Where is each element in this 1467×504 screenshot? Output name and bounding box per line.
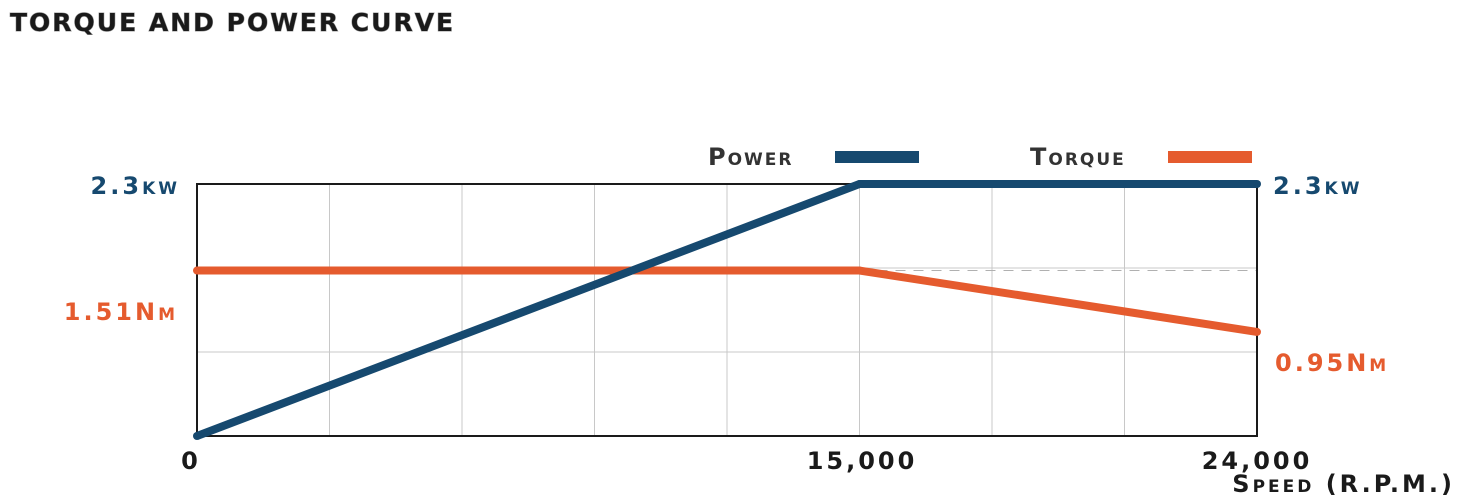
data-points — [193, 180, 1261, 440]
legend-power-label: Power — [708, 143, 794, 171]
torque-point-1 — [855, 266, 864, 275]
power-point-2 — [1253, 180, 1261, 188]
torque-point-0 — [193, 266, 201, 275]
power-point-1 — [855, 180, 864, 188]
x-tick-label-0: 0 — [181, 447, 201, 475]
torque-right-label: 0.95Nm — [1275, 349, 1389, 377]
legend-torque-label: Torque — [1030, 143, 1126, 171]
torque-left-label: 1.51Nm — [64, 298, 178, 326]
legend-torque-swatch — [1168, 151, 1252, 163]
legend-power-swatch — [835, 151, 919, 163]
power-left-label: 2.3kw — [91, 172, 180, 200]
legend: Power Torque — [708, 143, 1252, 171]
power-point-0 — [193, 432, 201, 440]
torque-point-2 — [1253, 327, 1261, 336]
x-axis-label: Speed (R.P.M.) — [1232, 470, 1455, 498]
grid — [197, 184, 1257, 436]
plot-frame — [196, 183, 1258, 437]
power-right-label: 2.3kw — [1273, 172, 1362, 200]
chart-title: TORQUE AND POWER CURVE — [10, 8, 455, 37]
x-tick-label-24000: 24,000 — [1202, 447, 1313, 475]
x-tick-label-15000: 15,000 — [807, 447, 918, 475]
